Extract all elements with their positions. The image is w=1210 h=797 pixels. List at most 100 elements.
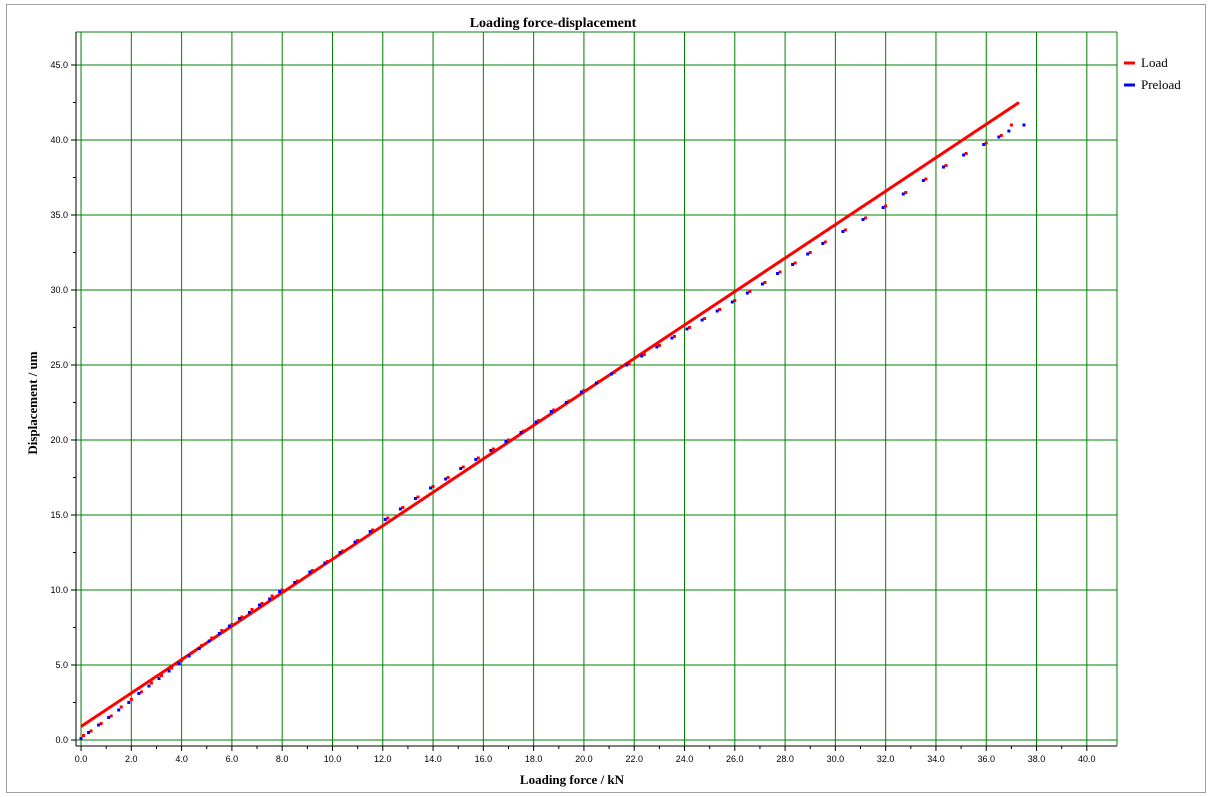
series-preload-point <box>745 291 749 295</box>
y-axis-label: Displacement / um <box>25 351 40 454</box>
series-load-point <box>270 594 274 598</box>
series-load-point <box>109 714 113 718</box>
series-load-point <box>119 705 123 709</box>
series-load-point <box>386 516 390 520</box>
series-load-point <box>793 261 797 265</box>
series-load-point <box>763 281 767 284</box>
x-tick-label: 24.0 <box>676 754 694 764</box>
y-tick-label: 15.0 <box>50 510 68 520</box>
series-load-point <box>139 690 143 694</box>
series-load-point <box>149 681 153 685</box>
series-preload-point <box>459 467 463 470</box>
series-preload-point <box>549 410 553 413</box>
x-tick-label: 2.0 <box>125 754 138 764</box>
series-preload-point <box>167 669 171 673</box>
series-load-point <box>999 134 1003 137</box>
series-preload-point <box>197 647 201 650</box>
series-preload-point <box>861 218 865 221</box>
series-preload-point <box>353 540 357 544</box>
series-load-point <box>310 569 314 572</box>
series-load-point <box>129 698 133 701</box>
series-preload-point <box>137 692 141 695</box>
x-tick-label: 20.0 <box>575 754 593 764</box>
series-preload-point <box>655 345 659 349</box>
series-preload-point <box>730 300 734 304</box>
y-tick-label: 40.0 <box>50 135 68 145</box>
series-load-point <box>627 362 631 365</box>
series-preload-point <box>489 449 493 452</box>
series-load-point <box>461 465 465 469</box>
series-load-point <box>506 438 510 442</box>
series-load-point <box>522 429 526 433</box>
series-load-point <box>944 164 948 167</box>
series-load-point <box>260 602 264 605</box>
series-preload-point <box>444 477 448 481</box>
series-load-point <box>230 623 234 626</box>
series-load-point <box>703 317 707 320</box>
series-load-point <box>672 335 676 338</box>
series-preload-point <box>791 263 795 266</box>
series-preload-point <box>187 654 191 658</box>
series-load-point <box>280 588 284 592</box>
series-load-point <box>823 240 827 244</box>
series-preload-point <box>413 497 417 500</box>
x-tick-label: 38.0 <box>1028 754 1046 764</box>
series-load-point <box>170 666 174 670</box>
series-load-point <box>748 290 752 293</box>
y-tick-label: 30.0 <box>50 285 68 295</box>
series-load-point <box>688 326 692 329</box>
series-preload-point <box>640 354 644 358</box>
chart-frame: Loading force-displacement Loading force… <box>6 4 1206 793</box>
series-load-point <box>159 674 163 677</box>
x-tick-label: 0.0 <box>75 754 88 764</box>
series-load-point <box>446 476 450 479</box>
series-load-point <box>491 447 495 451</box>
series-load-point <box>843 228 847 232</box>
series-preload-point <box>177 662 181 665</box>
series-preload-point <box>107 716 111 719</box>
series-load-point <box>567 399 571 403</box>
series-preload-point <box>248 611 251 614</box>
series-preload-point <box>685 327 689 331</box>
x-tick-label: 4.0 <box>175 754 188 764</box>
series-load-point <box>240 615 244 619</box>
y-tick-label: 20.0 <box>50 435 68 445</box>
y-tick-label: 10.0 <box>50 585 68 595</box>
legend-label-preload: Preload <box>1141 77 1181 92</box>
series-load-point <box>210 636 214 640</box>
series-preload-point <box>534 420 538 424</box>
series-preload-point <box>942 165 945 169</box>
series-load-point <box>295 579 299 583</box>
series-preload-point <box>398 507 402 511</box>
x-tick-label: 12.0 <box>374 754 392 764</box>
y-tick-label: 45.0 <box>50 60 68 70</box>
series-load-point <box>200 644 204 647</box>
series-load-point <box>778 270 782 274</box>
series-preload-point <box>227 624 231 628</box>
series-preload-point <box>258 603 262 607</box>
series-preload-point <box>997 135 1001 139</box>
series-load-point <box>341 549 345 553</box>
series-load-point <box>416 495 420 499</box>
x-tick-label: 8.0 <box>276 754 289 764</box>
y-tick-label: 35.0 <box>50 210 68 220</box>
series-load-point <box>904 191 908 194</box>
y-tick-label: 0.0 <box>55 735 68 745</box>
series-preload-point <box>901 192 905 196</box>
series-load-point <box>1009 123 1013 127</box>
series-preload-point <box>519 431 523 434</box>
series-preload-point <box>79 737 83 740</box>
legend-label-load: Load <box>1141 55 1168 70</box>
series-preload-point <box>338 551 342 554</box>
series-preload-point <box>504 440 508 443</box>
x-tick-label: 32.0 <box>877 754 895 764</box>
series-preload-point <box>670 336 674 340</box>
series-preload-point <box>821 242 825 245</box>
series-load-point <box>733 299 737 302</box>
series-load-point <box>537 419 541 422</box>
series-load-point <box>371 528 375 532</box>
series-preload-point <box>1022 123 1026 127</box>
series-load-point <box>401 506 405 509</box>
series-preload-point <box>127 701 131 704</box>
series-load-point <box>99 722 103 725</box>
